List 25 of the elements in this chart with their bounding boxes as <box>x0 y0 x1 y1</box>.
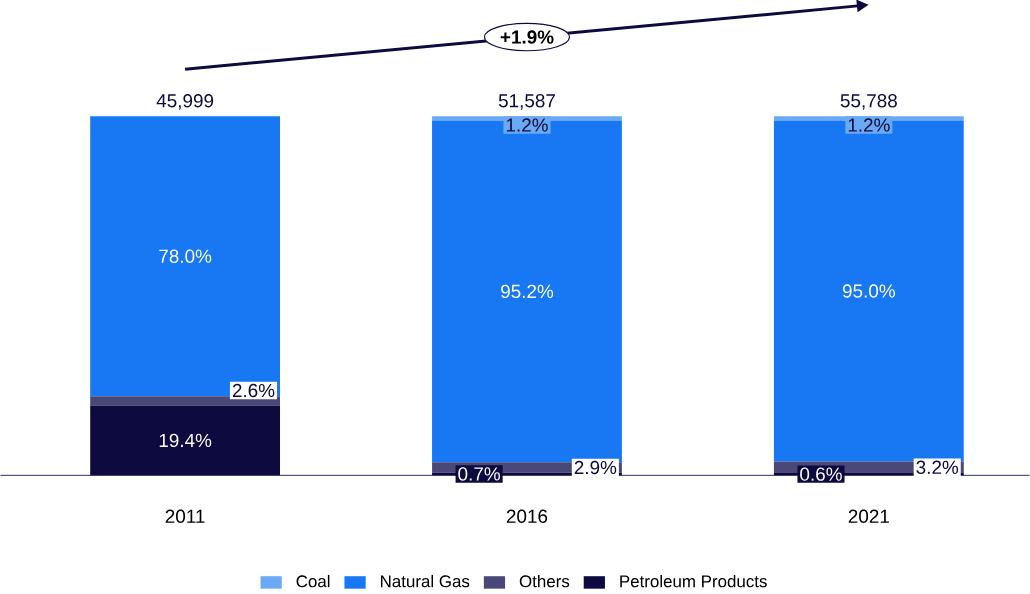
text: +1.9% <box>500 30 554 44</box>
data-label: 2.6% <box>232 383 275 398</box>
legend-label: Others <box>519 574 570 588</box>
annotation: 51,587 <box>498 94 555 110</box>
x-tick-label: 2016 <box>506 509 548 523</box>
legend-label: Coal <box>296 574 330 588</box>
bar <box>90 396 281 406</box>
data-label: 19.4% <box>159 433 212 448</box>
data-label: 95.0% <box>842 284 895 298</box>
data-label: 0.6% <box>800 467 842 481</box>
data-label: 3.2% <box>916 460 959 475</box>
annotation: 45,999 <box>156 94 214 110</box>
data-label: 95.2% <box>501 284 554 299</box>
legend-label: Petroleum Products <box>620 574 767 588</box>
x-tick-label: 2011 <box>165 509 205 523</box>
bar <box>773 120 964 462</box>
legend-label: Natural Gas <box>381 574 470 588</box>
annotation: 55,788 <box>840 94 897 110</box>
data-label: 78.0% <box>159 249 212 263</box>
bar <box>90 116 281 397</box>
data-label: 0.7% <box>458 467 500 481</box>
data-label: 2.9% <box>574 460 617 475</box>
x-tick-label: 2021 <box>848 509 889 523</box>
data-label: 1.2% <box>506 118 548 132</box>
data-label: 1.2% <box>848 118 890 132</box>
